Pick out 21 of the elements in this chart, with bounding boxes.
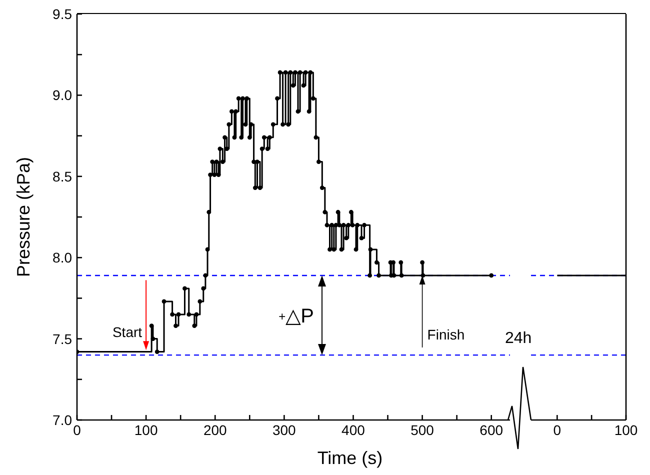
- x-tick-label: 200: [203, 422, 228, 438]
- x-tick-label: 400: [342, 422, 366, 438]
- annotation: Start: [112, 324, 142, 340]
- x-tick-label: 600: [480, 422, 504, 438]
- y-tick-label: 8.0: [52, 250, 72, 266]
- y-tick-label: 8.5: [52, 168, 72, 184]
- annotation: $^{+}$△P: [278, 305, 314, 328]
- x-tick-label: 0: [553, 422, 562, 438]
- y-tick-label: 9.0: [52, 87, 72, 104]
- y-tick-label: 7.0: [52, 412, 72, 428]
- y-axis-title: Pressure (kPa): [14, 156, 34, 278]
- x-tick-label: 100: [614, 422, 638, 438]
- y-tick-label: 9.5: [52, 6, 72, 22]
- x-axis-title: Time (s): [316, 448, 384, 469]
- x-tick-label: 100: [134, 422, 158, 438]
- x-tick-label: 500: [410, 422, 434, 438]
- x-tick-label: 0: [73, 422, 82, 438]
- y-tick-label: 7.5: [52, 330, 72, 347]
- x-tick-label: 300: [272, 422, 296, 438]
- annotation: 24h: [505, 330, 532, 347]
- annotation: Finish: [427, 326, 465, 342]
